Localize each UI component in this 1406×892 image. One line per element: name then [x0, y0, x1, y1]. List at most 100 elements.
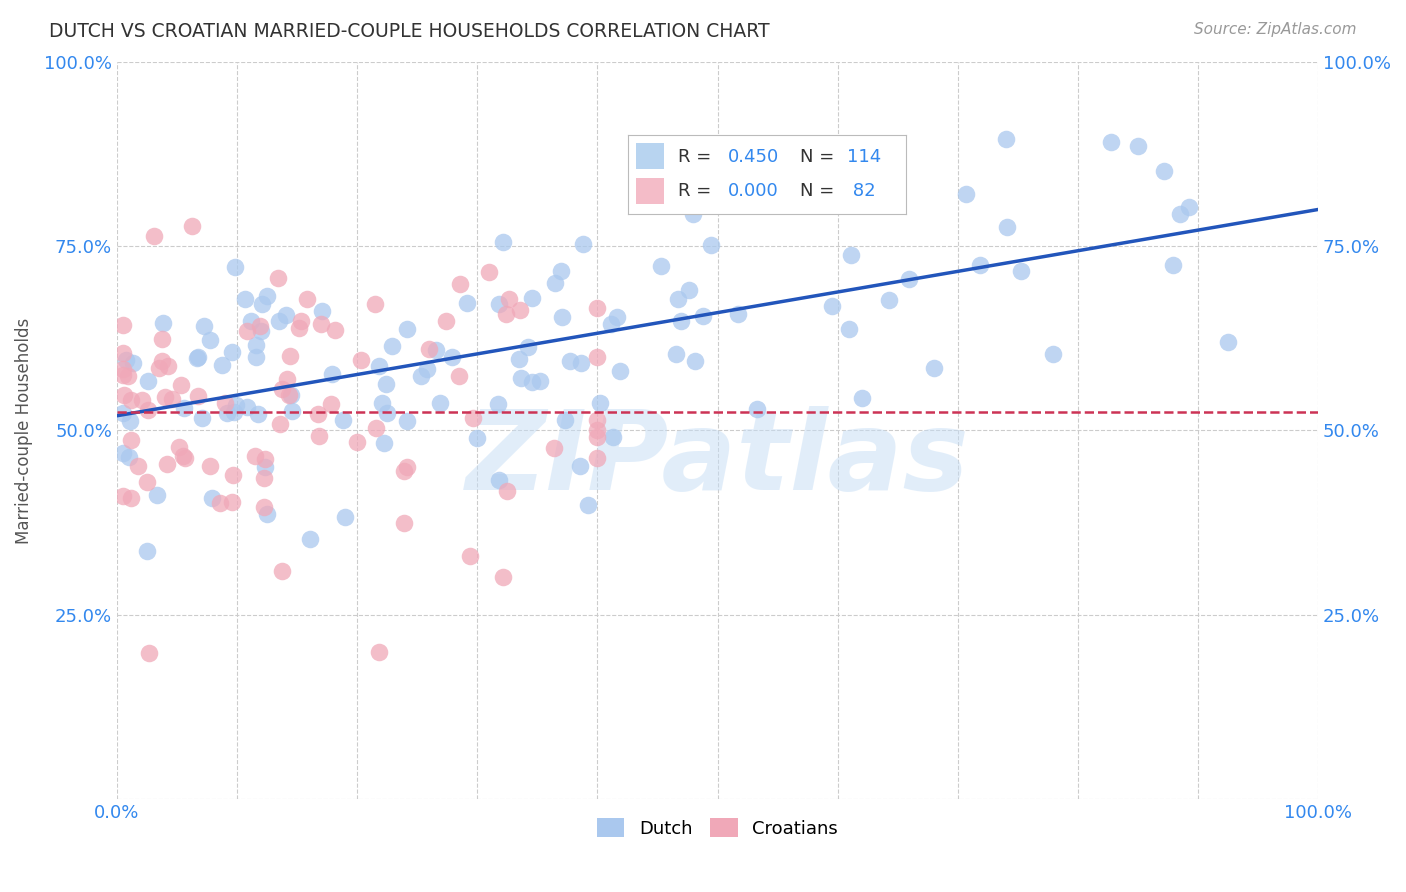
Text: 82: 82: [848, 182, 876, 201]
Point: [221, 495, 243, 509]
Point: [381, 339, 404, 353]
Point: [131, 393, 153, 408]
Point: [820, 299, 842, 313]
Point: [1099, 136, 1122, 150]
Point: [152, 317, 174, 331]
Point: [198, 459, 221, 474]
Point: [599, 317, 621, 331]
Point: [568, 459, 591, 474]
Point: [508, 352, 530, 367]
Point: [208, 496, 231, 510]
Text: R =: R =: [678, 148, 711, 166]
Point: [278, 350, 301, 364]
Point: [678, 283, 700, 297]
Point: [157, 359, 180, 373]
Point: [586, 301, 609, 315]
Point: [650, 260, 672, 274]
Point: [692, 309, 714, 323]
Point: [1178, 200, 1201, 214]
Point: [572, 236, 595, 251]
Point: [221, 468, 243, 483]
Point: [120, 392, 142, 407]
Point: [727, 307, 749, 321]
Point: [495, 307, 517, 321]
Point: [460, 549, 482, 563]
Point: [311, 304, 333, 318]
Point: [666, 292, 689, 306]
Point: [416, 362, 439, 376]
Point: [922, 360, 945, 375]
Point: [252, 500, 274, 515]
Point: [496, 483, 519, 498]
Point: [136, 374, 159, 388]
Point: [554, 413, 576, 427]
Point: [167, 440, 190, 454]
Point: [1010, 264, 1032, 278]
Point: [271, 382, 294, 396]
Point: [851, 391, 873, 405]
Point: [111, 368, 134, 383]
Bar: [637, 144, 664, 169]
Point: [215, 406, 238, 420]
Point: [745, 402, 768, 417]
Point: [364, 297, 387, 311]
Point: [120, 491, 142, 505]
Point: [396, 459, 419, 474]
Point: [520, 375, 543, 389]
Point: [374, 376, 396, 391]
Text: N =: N =: [800, 182, 835, 201]
Point: [270, 564, 292, 578]
Point: [187, 389, 209, 403]
Point: [290, 314, 312, 328]
Point: [267, 314, 290, 328]
Point: [181, 219, 204, 234]
Point: [249, 319, 271, 334]
Point: [392, 463, 415, 477]
Point: [221, 345, 243, 359]
Point: [224, 260, 246, 275]
Point: [1168, 207, 1191, 221]
Point: [245, 337, 267, 351]
Point: [252, 297, 274, 311]
Point: [349, 352, 371, 367]
Point: [1042, 347, 1064, 361]
Point: [120, 434, 142, 448]
Point: [498, 292, 520, 306]
Point: [245, 350, 267, 364]
Point: [371, 396, 394, 410]
Point: [111, 318, 134, 332]
Point: [839, 248, 862, 262]
Point: [150, 354, 173, 368]
Point: [224, 405, 246, 419]
Point: [136, 403, 159, 417]
Point: [173, 401, 195, 415]
Point: [550, 264, 572, 278]
Legend: Dutch, Croatians: Dutch, Croatians: [591, 811, 845, 845]
Y-axis label: Married-couple Households: Married-couple Households: [15, 318, 32, 543]
Point: [665, 347, 688, 361]
Point: [239, 314, 262, 328]
Point: [589, 396, 612, 410]
Point: [373, 436, 395, 450]
Point: [1216, 334, 1239, 349]
Point: [586, 413, 609, 427]
Point: [236, 324, 259, 338]
Point: [332, 413, 354, 427]
Bar: [637, 178, 664, 204]
Point: [214, 396, 236, 410]
Point: [409, 368, 432, 383]
Point: [225, 398, 247, 412]
Point: [253, 452, 276, 467]
Text: R =: R =: [678, 182, 711, 201]
Point: [153, 390, 176, 404]
Point: [669, 314, 692, 328]
Text: 0.450: 0.450: [728, 148, 779, 166]
Point: [186, 351, 208, 366]
Point: [447, 369, 470, 384]
Point: [115, 353, 138, 368]
Point: [172, 449, 194, 463]
Point: [1126, 139, 1149, 153]
Point: [193, 318, 215, 333]
Point: [256, 289, 278, 303]
Point: [586, 350, 609, 364]
